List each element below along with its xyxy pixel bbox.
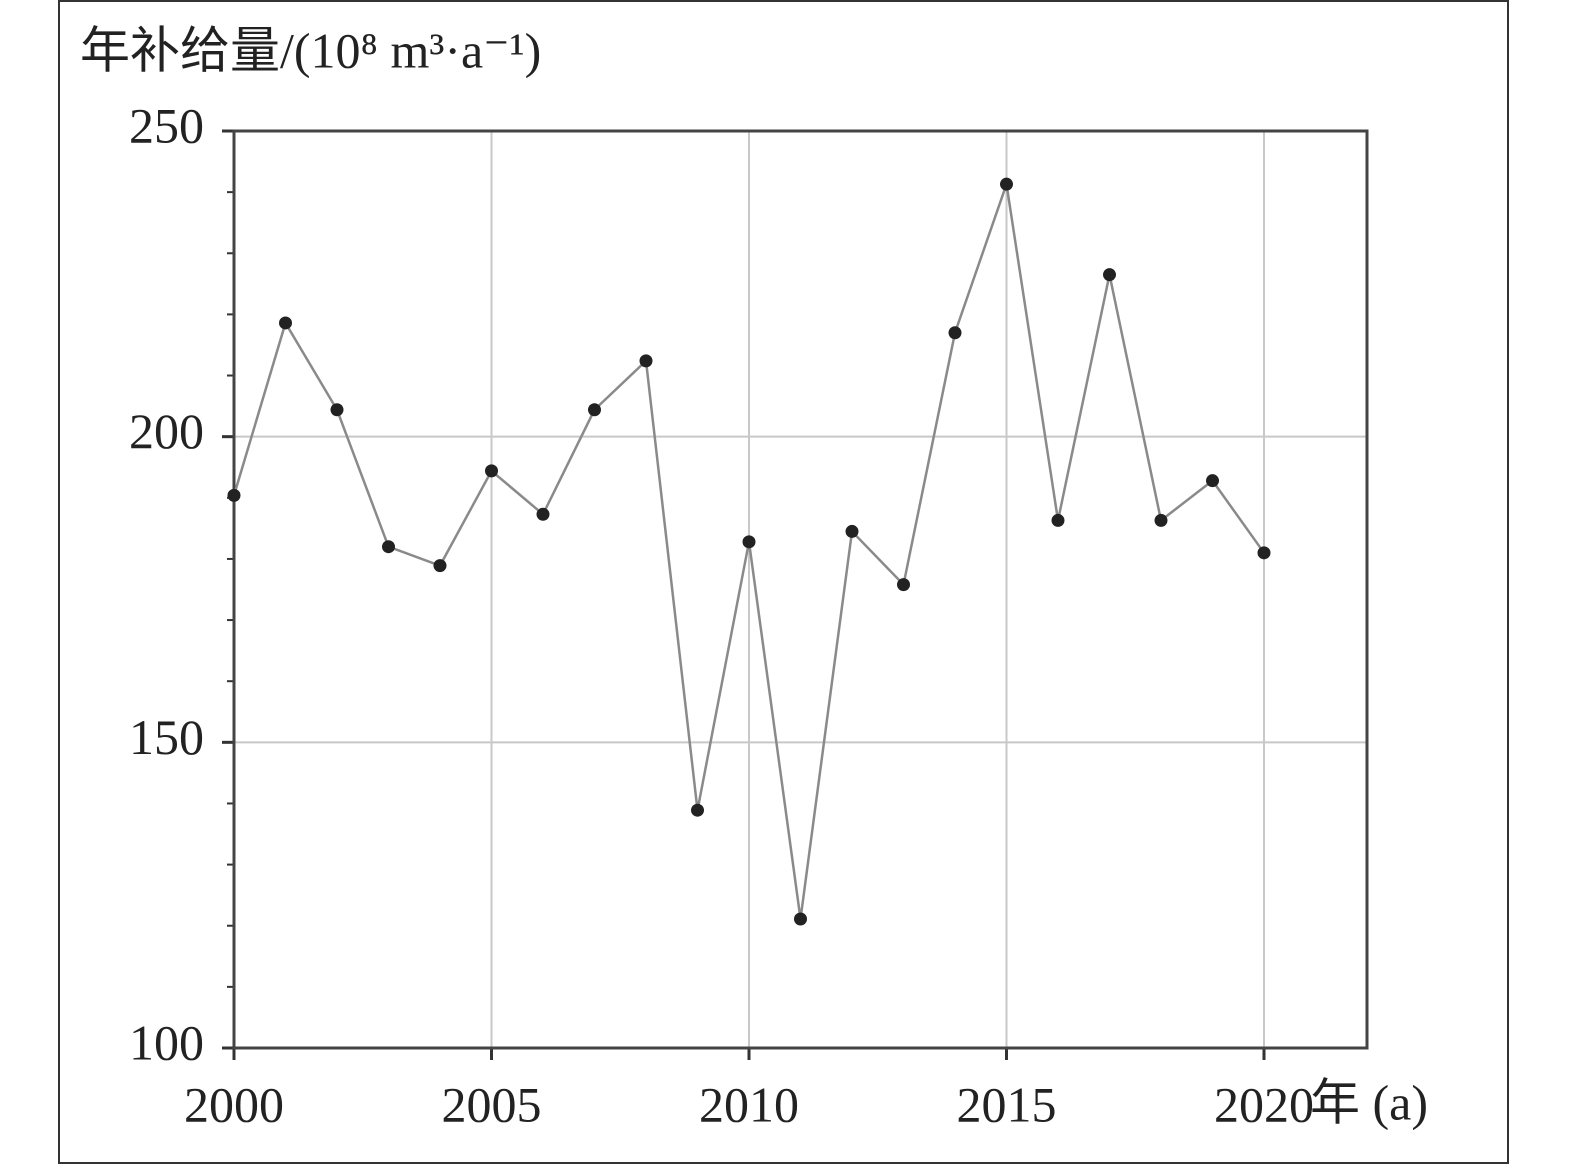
data-point xyxy=(536,507,550,521)
data-point xyxy=(1154,513,1168,527)
data-point xyxy=(897,578,910,592)
y-tick-label: 150 xyxy=(129,709,204,765)
data-point xyxy=(279,316,292,330)
y-tick-label: 100 xyxy=(129,1014,204,1070)
x-axis-label: 年 (a) xyxy=(1310,1074,1428,1130)
y-axis-label: 年补给量/(10⁸ m³·a⁻¹) xyxy=(80,22,541,78)
data-point xyxy=(485,464,498,478)
data-point xyxy=(639,354,653,368)
data-point xyxy=(948,326,962,340)
frame xyxy=(58,0,1509,1164)
data-point xyxy=(1103,268,1116,282)
data-point xyxy=(691,803,704,817)
x-tick-label: 2005 xyxy=(442,1076,542,1132)
y-tick-label: 200 xyxy=(129,403,204,459)
x-tick-label: 2010 xyxy=(699,1076,799,1132)
data-point xyxy=(227,488,241,502)
data-point xyxy=(588,403,601,417)
x-tick-label: 2015 xyxy=(957,1076,1057,1132)
data-point xyxy=(1257,546,1271,560)
x-tick-label: 2020 xyxy=(1214,1076,1314,1132)
data-point xyxy=(1000,177,1013,191)
data-point xyxy=(794,912,807,926)
plot-border xyxy=(232,129,1369,1050)
y-tick-label: 250 xyxy=(129,97,204,153)
data-point xyxy=(845,524,859,538)
data-point xyxy=(742,535,756,549)
data-point xyxy=(382,540,395,554)
data-point xyxy=(330,403,344,417)
data-point xyxy=(1051,513,1065,527)
data-point xyxy=(1206,474,1219,488)
x-tick-label: 2000 xyxy=(184,1076,284,1132)
data-point xyxy=(433,559,447,573)
